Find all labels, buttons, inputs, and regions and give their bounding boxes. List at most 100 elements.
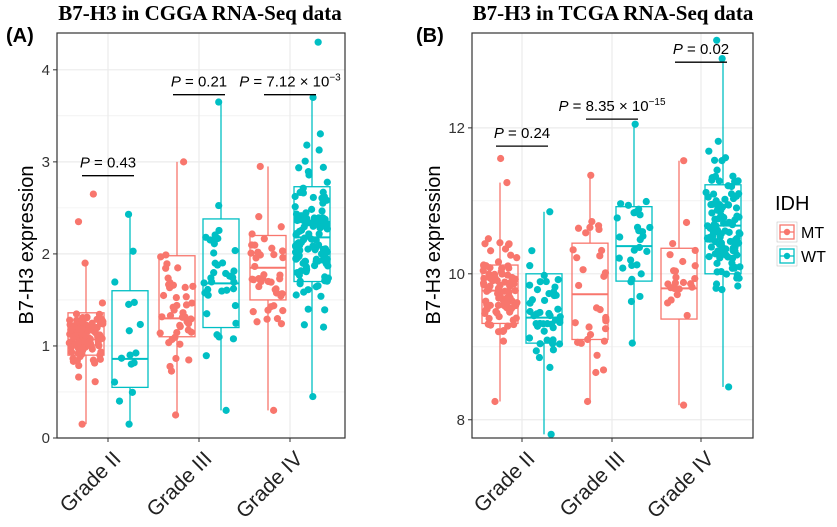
data-point <box>637 270 645 278</box>
data-point <box>256 162 264 171</box>
box-wt-0 <box>525 208 564 438</box>
data-point <box>279 254 287 262</box>
data-point <box>503 178 511 187</box>
data-point <box>292 291 300 299</box>
data-point <box>624 201 632 209</box>
data-point <box>75 373 83 381</box>
data-point <box>301 257 310 265</box>
data-point <box>726 237 735 246</box>
data-point <box>496 239 504 247</box>
data-point <box>633 261 641 269</box>
data-point <box>635 205 643 213</box>
data-point <box>230 278 238 286</box>
data-point <box>543 320 551 328</box>
data-point <box>712 221 720 230</box>
panel-a-label: (A) <box>6 25 34 47</box>
data-point <box>273 315 282 323</box>
data-point <box>81 259 89 267</box>
panel-b-title: B7-H3 in TCGA RNA-Seq data <box>473 1 754 25</box>
data-point <box>724 182 732 190</box>
data-point <box>511 286 519 295</box>
data-point <box>716 253 724 261</box>
data-point <box>722 245 730 253</box>
x-tick-label: Grade III <box>555 447 629 521</box>
data-point <box>89 190 97 198</box>
data-point <box>494 258 503 266</box>
data-point <box>215 98 223 106</box>
data-point <box>586 223 594 232</box>
data-point <box>646 223 654 232</box>
data-point <box>255 275 263 283</box>
data-point <box>159 291 168 300</box>
legend-items: MT WT <box>776 221 826 267</box>
data-point <box>711 172 720 181</box>
data-point <box>617 200 625 208</box>
data-point <box>636 292 644 301</box>
box-iqr <box>202 218 240 329</box>
data-point <box>231 301 240 310</box>
data-point <box>499 337 508 345</box>
y-tick-label: 4 <box>42 62 50 79</box>
data-point <box>536 278 544 286</box>
legend-label: MT <box>801 225 824 242</box>
data-point <box>528 247 536 255</box>
data-point <box>549 324 557 332</box>
data-point <box>636 211 644 219</box>
data-point <box>136 320 144 329</box>
data-point <box>630 246 638 254</box>
plot-border <box>56 32 346 439</box>
data-point <box>628 339 636 347</box>
data-point <box>162 251 170 259</box>
panel-b-ylabel: B7-H3 expression <box>423 166 445 325</box>
data-point <box>486 282 494 290</box>
data-point <box>722 251 730 259</box>
data-point <box>573 254 581 262</box>
data-point <box>593 351 601 359</box>
data-point <box>664 280 672 288</box>
panel-b-plot: 8 10 12 Grade II Grade III Grade IV P = 0.24 P … <box>448 32 754 523</box>
data-point <box>78 317 86 325</box>
data-point <box>158 313 166 321</box>
data-point <box>484 320 492 328</box>
data-point <box>554 305 562 313</box>
data-point <box>95 342 103 350</box>
data-point <box>315 230 323 238</box>
data-point <box>251 262 259 271</box>
data-point <box>91 378 99 386</box>
data-point <box>164 274 172 282</box>
data-point <box>535 353 544 362</box>
data-point <box>156 329 164 337</box>
data-point <box>704 193 712 201</box>
data-point <box>301 157 309 165</box>
data-point <box>213 261 222 269</box>
data-point <box>713 268 721 276</box>
data-point <box>314 38 322 46</box>
data-point <box>721 154 730 162</box>
data-point <box>709 190 718 198</box>
data-point <box>264 277 272 286</box>
data-point <box>714 247 722 255</box>
data-point <box>125 420 133 428</box>
data-point <box>600 337 609 345</box>
data-point <box>268 244 276 252</box>
data-point <box>505 288 513 296</box>
data-point <box>85 338 93 346</box>
data-point <box>295 227 304 235</box>
data-point <box>721 195 729 203</box>
data-point <box>172 293 180 302</box>
data-point <box>79 345 87 353</box>
panel-a-ylabel: B7-H3 expression <box>16 166 38 325</box>
data-point <box>546 208 554 216</box>
data-point <box>633 223 642 231</box>
data-point <box>547 430 555 438</box>
data-point <box>208 278 216 286</box>
data-point <box>497 154 505 163</box>
data-point <box>314 257 322 265</box>
data-point <box>304 305 312 313</box>
data-point <box>733 271 741 279</box>
panel-b: B7-H3 in TCGA RNA-Seq data (B) B7-H3 exp… <box>416 1 754 523</box>
data-point <box>669 239 677 248</box>
y-tick-label: 0 <box>42 430 50 447</box>
data-point <box>260 271 268 279</box>
